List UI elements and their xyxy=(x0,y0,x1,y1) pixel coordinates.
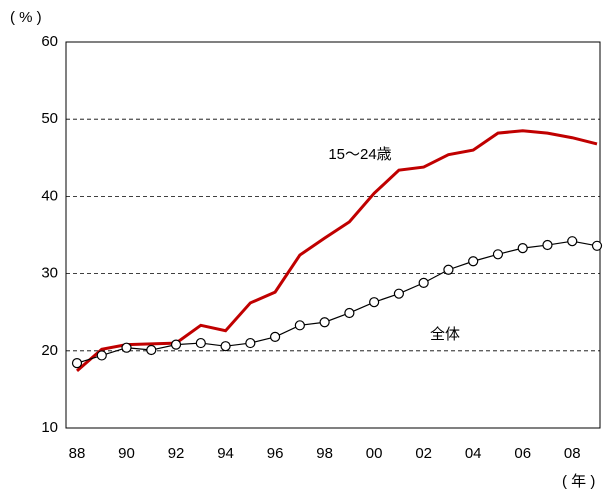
x-tick-label: 94 xyxy=(217,445,234,462)
point xyxy=(71,358,83,369)
x-tick-label: 02 xyxy=(415,445,432,462)
x-tick-label: 90 xyxy=(118,445,135,462)
x-axis-label: ( 年 ) xyxy=(562,473,595,490)
y-tick-label: 40 xyxy=(41,187,58,204)
point xyxy=(121,342,132,353)
x-tick-label: 00 xyxy=(366,445,383,462)
point xyxy=(468,256,479,267)
point xyxy=(542,239,553,251)
x-tick-label: 96 xyxy=(267,445,284,462)
x-tick-label: 08 xyxy=(564,445,581,462)
point xyxy=(443,264,454,275)
point xyxy=(344,307,355,319)
y-tick-label: 10 xyxy=(41,419,58,436)
point xyxy=(195,337,206,349)
series-line xyxy=(76,129,598,373)
y-tick-label: 30 xyxy=(41,265,58,282)
point xyxy=(492,249,504,260)
point xyxy=(146,344,157,356)
point xyxy=(294,320,305,331)
point xyxy=(418,277,429,288)
x-tick-label: 98 xyxy=(316,445,333,462)
plot-frame xyxy=(65,41,601,429)
point xyxy=(220,341,231,352)
y-tick-label: 50 xyxy=(41,110,58,127)
point xyxy=(245,337,256,349)
y-axis-label: ( % ) xyxy=(10,9,42,26)
point xyxy=(369,297,380,308)
point xyxy=(319,317,330,328)
point xyxy=(567,236,578,247)
x-tick-label: 06 xyxy=(514,445,531,462)
point xyxy=(591,240,603,251)
point xyxy=(393,288,405,299)
x-tick-label: 04 xyxy=(465,445,482,462)
point xyxy=(170,339,182,350)
series-line xyxy=(76,240,598,364)
y-tick-label: 60 xyxy=(41,33,58,50)
y-tick-label: 20 xyxy=(41,342,58,359)
x-tick-label: 92 xyxy=(168,445,185,462)
series-label: 全体 xyxy=(430,325,460,343)
point xyxy=(269,331,281,343)
series-label: 15～24歳 xyxy=(328,146,391,163)
x-tick-label: 88 xyxy=(69,445,86,462)
point xyxy=(517,243,528,254)
point xyxy=(96,350,107,361)
